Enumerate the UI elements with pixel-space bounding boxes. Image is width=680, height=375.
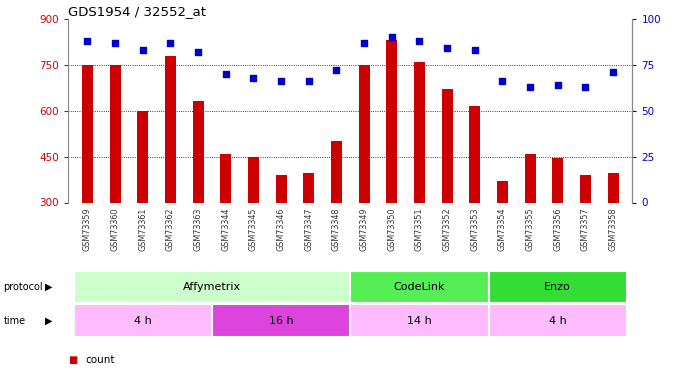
Bar <box>552 158 563 203</box>
Bar <box>580 175 591 202</box>
Point <box>497 78 508 84</box>
Point <box>248 75 259 81</box>
Bar <box>248 157 259 203</box>
Bar <box>497 181 508 203</box>
Bar <box>303 173 314 202</box>
Bar <box>414 62 425 202</box>
Bar <box>386 40 397 203</box>
Point <box>109 40 120 46</box>
Text: 14 h: 14 h <box>407 316 432 326</box>
Bar <box>350 304 488 337</box>
Text: ■: ■ <box>68 355 78 365</box>
Bar <box>358 64 369 203</box>
Text: 4 h: 4 h <box>134 316 152 326</box>
Bar <box>441 89 453 202</box>
Point <box>386 34 397 40</box>
Point <box>552 82 563 88</box>
Text: 4 h: 4 h <box>549 316 566 326</box>
Bar <box>350 271 488 303</box>
Point <box>441 45 452 51</box>
Bar <box>73 304 212 337</box>
Text: 16 h: 16 h <box>269 316 293 326</box>
Bar <box>73 271 350 303</box>
Text: ▶: ▶ <box>45 316 53 326</box>
Bar <box>220 153 231 203</box>
Bar <box>488 271 627 303</box>
Point <box>165 40 176 46</box>
Text: Enzo: Enzo <box>544 282 571 292</box>
Point <box>303 78 314 84</box>
Point <box>414 38 425 44</box>
Bar <box>82 64 93 203</box>
Point <box>275 78 286 84</box>
Point <box>331 67 342 73</box>
Text: count: count <box>85 355 114 365</box>
Point <box>220 71 231 77</box>
Point <box>580 84 591 90</box>
Point <box>469 47 480 53</box>
Point <box>524 84 535 90</box>
Point <box>137 47 148 53</box>
Point <box>358 40 369 46</box>
Text: protocol: protocol <box>3 282 43 292</box>
Text: GDS1954 / 32552_at: GDS1954 / 32552_at <box>68 4 206 18</box>
Point <box>608 69 619 75</box>
Bar <box>165 56 176 202</box>
Point <box>192 49 203 55</box>
Bar <box>469 106 480 202</box>
Bar <box>109 64 120 203</box>
Bar <box>192 102 203 202</box>
Bar <box>275 175 286 202</box>
Text: CodeLink: CodeLink <box>394 282 445 292</box>
Text: Affymetrix: Affymetrix <box>183 282 241 292</box>
Text: time: time <box>3 316 26 326</box>
Bar <box>331 141 342 202</box>
Bar <box>607 173 619 202</box>
Bar <box>212 304 350 337</box>
Bar <box>524 153 536 203</box>
Bar <box>137 111 148 202</box>
Text: ▶: ▶ <box>45 282 53 292</box>
Bar <box>488 304 627 337</box>
Point <box>82 38 92 44</box>
